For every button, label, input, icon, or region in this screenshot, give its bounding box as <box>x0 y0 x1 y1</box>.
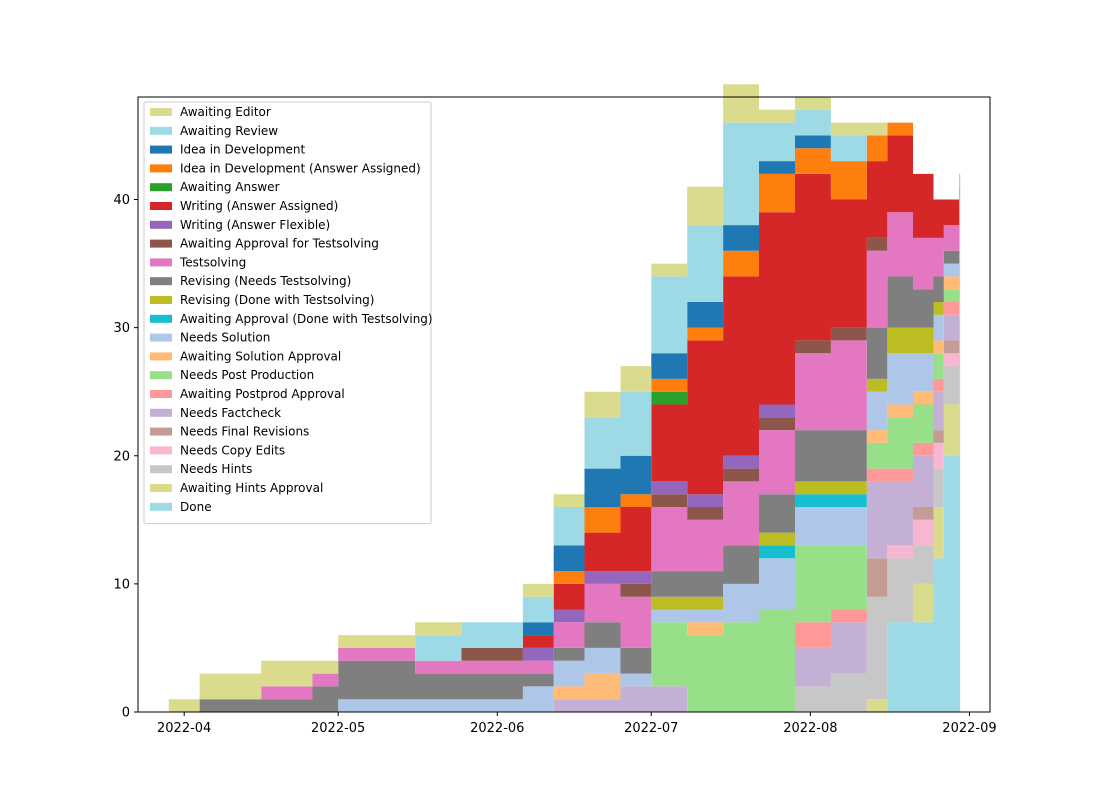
legend-label-revising-done-with-testsolving: Revising (Done with Testsolving) <box>180 293 374 307</box>
legend-swatch-writing-answer-assigned <box>150 202 172 210</box>
area-needs-solution <box>168 173 961 712</box>
x-tick-label: 2022-06 <box>470 721 524 736</box>
x-tick-label: 2022-08 <box>783 721 837 736</box>
legend-label-needs-solution: Needs Solution <box>180 331 270 345</box>
x-axis: 2022-04 2022-05 2022-06 2022-07 2022-08 2022-… <box>157 712 997 736</box>
legend-swatch-done <box>150 502 172 511</box>
legend-label-done: Done <box>180 500 212 514</box>
y-tick-label: 10 <box>113 577 130 592</box>
y-tick-label: 0 <box>122 706 130 721</box>
y-tick-label: 30 <box>113 321 130 336</box>
axes-frame <box>137 96 991 713</box>
legend-swatch-needs-hints <box>150 465 172 474</box>
legend-swatch-awaiting-answer <box>150 183 172 192</box>
legend-label-awaiting-editor: Awaiting Editor <box>180 105 271 119</box>
legend-label-needs-post-production: Needs Post Production <box>180 368 314 382</box>
area-revising-needs-testsolving <box>168 173 961 712</box>
legend-label-idea-in-development: Idea in Development <box>180 143 306 157</box>
legend-label-awaiting-review: Awaiting Review <box>180 124 278 138</box>
legend-swatch-needs-solution <box>150 333 172 342</box>
legend: Awaiting Editor Awaiting Review Idea in De… <box>143 101 433 525</box>
legend-swatch-needs-factcheck <box>150 408 172 417</box>
legend-swatch-awaiting-editor <box>150 108 172 116</box>
legend-label-writing-answer-assigned: Writing (Answer Assigned) <box>180 199 338 213</box>
legend-swatch-awaiting-approval-done-with-testsolving <box>150 314 172 323</box>
legend-swatch-awaiting-hints-approval <box>150 484 172 492</box>
legend-label-awaiting-postprod-approval: Awaiting Postprod Approval <box>180 387 345 401</box>
legend-label-awaiting-solution-approval: Awaiting Solution Approval <box>180 349 341 363</box>
legend-swatch-testsolving <box>150 258 172 267</box>
legend-swatch-needs-copy-edits <box>150 446 172 455</box>
x-tick-label: 2022-05 <box>311 721 365 736</box>
x-tick-label: 2022-04 <box>157 721 211 736</box>
legend-label-writing-answer-flexible: Writing (Answer Flexible) <box>180 218 330 232</box>
legend-label-needs-hints: Needs Hints <box>180 462 252 476</box>
legend-swatch-writing-answer-flexible <box>150 220 172 229</box>
legend-swatch-awaiting-review <box>150 126 172 135</box>
x-tick-label: 2022-07 <box>624 721 678 736</box>
legend-label-awaiting-approval-for-testsolving: Awaiting Approval for Testsolving <box>180 237 379 251</box>
legend-swatch-revising-done-with-testsolving <box>150 296 172 304</box>
legend-swatch-idea-in-development-answer-assigned <box>150 164 172 173</box>
y-tick-label: 40 <box>113 193 130 208</box>
legend-swatch-needs-final-revisions <box>150 427 172 436</box>
y-tick-label: 20 <box>113 449 130 464</box>
y-axis: 0 10 20 30 40 <box>113 193 138 721</box>
legend-swatch-revising-needs-testsolving <box>150 277 172 286</box>
legend-label-awaiting-approval-done-with-testsolving: Awaiting Approval (Done with Testsolving… <box>180 312 433 326</box>
legend-label-testsolving: Testsolving <box>179 255 246 269</box>
legend-swatch-needs-post-production <box>150 371 172 380</box>
legend-swatch-awaiting-postprod-approval <box>150 390 172 398</box>
legend-label-awaiting-answer: Awaiting Answer <box>180 180 280 194</box>
legend-label-awaiting-hints-approval: Awaiting Hints Approval <box>180 481 323 495</box>
legend-label-needs-final-revisions: Needs Final Revisions <box>180 425 309 439</box>
area-needs-hints <box>168 212 961 713</box>
area-series-group <box>168 84 961 713</box>
legend-swatch-awaiting-solution-approval <box>150 352 172 361</box>
legend-swatch-idea-in-development <box>150 145 172 154</box>
legend-label-needs-copy-edits: Needs Copy Edits <box>180 443 285 457</box>
area-writing-answer-assigned <box>168 135 961 712</box>
legend-label-idea-in-development-answer-assigned: Idea in Development (Answer Assigned) <box>180 161 421 175</box>
legend-label-needs-factcheck: Needs Factcheck <box>180 406 281 420</box>
legend-swatch-awaiting-approval-for-testsolving <box>150 239 172 248</box>
x-tick-label: 2022-09 <box>942 721 996 736</box>
legend-label-revising-needs-testsolving: Revising (Needs Testsolving) <box>180 274 351 288</box>
legend-box <box>143 101 432 525</box>
